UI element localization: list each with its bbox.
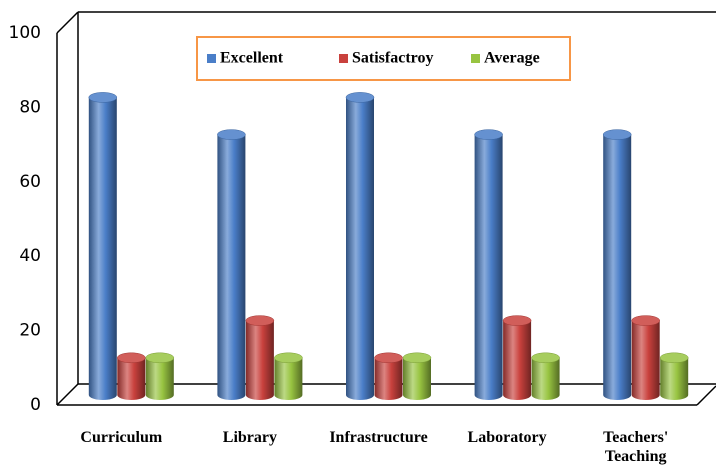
- bar-cap: [145, 352, 175, 364]
- legend-label: Average: [484, 50, 540, 67]
- wall-top-edge: [56, 11, 79, 34]
- y-tick-label: 20: [19, 321, 41, 341]
- legend-swatch: [207, 54, 216, 63]
- y-tick-label: 60: [19, 172, 41, 192]
- bar: [145, 357, 174, 400]
- legend-box: [196, 36, 571, 81]
- bar: [88, 97, 117, 400]
- bar-cap: [659, 352, 689, 364]
- bar: [503, 320, 532, 400]
- legend-swatch: [471, 54, 480, 63]
- y-tick-label: 100: [9, 23, 41, 43]
- bar-cap: [345, 92, 375, 103]
- bar-cap: [502, 315, 532, 326]
- x-tick-label: Curriculum: [80, 429, 163, 446]
- y-tick-label: 80: [19, 97, 41, 117]
- bar: [217, 134, 246, 400]
- bar-cap: [602, 129, 632, 140]
- floor-left-edge: [56, 383, 79, 406]
- legend-label: Satisfactroy: [352, 50, 433, 67]
- bar: [346, 97, 374, 401]
- bar: [245, 320, 274, 400]
- bar-cap: [274, 352, 303, 364]
- x-tick-label: Infrastructure: [329, 429, 428, 446]
- bar-cap: [531, 352, 560, 364]
- y-tick-label: 40: [19, 246, 41, 266]
- bar: [117, 357, 146, 400]
- bar-cap: [631, 315, 660, 326]
- floor-right-edge: [696, 385, 716, 406]
- bar-cap: [402, 352, 432, 364]
- x-tick-label: Laboratory: [467, 429, 547, 446]
- bar: [531, 357, 560, 400]
- x-tick-label: Teachers' Teaching: [603, 429, 669, 465]
- bar-cap: [117, 352, 146, 364]
- bar: [631, 320, 660, 400]
- bar: [403, 357, 431, 400]
- bar: [374, 357, 403, 400]
- bar: [474, 134, 503, 400]
- bar-cap: [217, 129, 246, 140]
- bar-cap: [88, 92, 118, 103]
- y-tick-label: 0: [30, 395, 41, 415]
- bar: [274, 357, 303, 400]
- bar-cap: [474, 129, 503, 140]
- bar-cap: [245, 315, 275, 326]
- x-tick-label: Library: [222, 429, 277, 446]
- legend-label: Excellent: [220, 50, 284, 67]
- legend-swatch: [339, 54, 348, 63]
- bar: [660, 357, 689, 400]
- bar: [603, 134, 632, 400]
- bar-cap: [374, 352, 403, 364]
